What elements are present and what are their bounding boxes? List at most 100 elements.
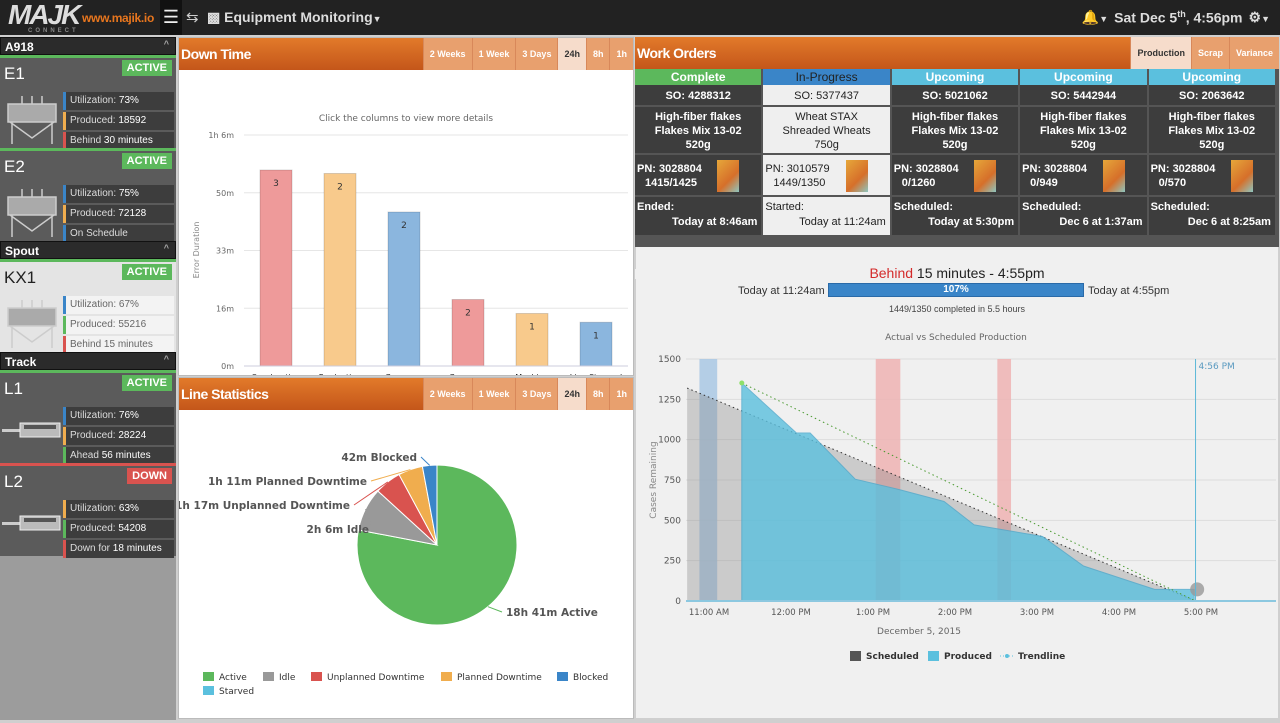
machine-card-e2[interactable]: E2 ACTIVE Utilization: 75% Produced: 72128 O…: [0, 148, 176, 243]
work-order-card[interactable]: In-Progress SO: 5377437 Wheat STAX Shreaded…: [763, 69, 892, 235]
bar-machine-cleaning[interactable]: [515, 313, 549, 367]
pie-label-connector: [353, 481, 389, 506]
production-panel: Behind 15 minutes - 4:55pm Today at 11:2…: [636, 247, 1278, 718]
gear-icon[interactable]: ⚙▼: [1248, 9, 1270, 25]
bell-icon[interactable]: 🔔▼: [1081, 9, 1109, 25]
x-tick-label[interactable]: Machine: [515, 373, 549, 382]
bar-overheating[interactable]: [259, 169, 293, 367]
bar-data-label: 1: [593, 331, 599, 341]
tab-1-week[interactable]: 1 Week: [471, 378, 516, 410]
produced-area: [741, 381, 1195, 602]
refresh-icon[interactable]: ⇆: [186, 9, 199, 26]
sidebar: A918 ^ E1 ACTIVE Utilization: 73% Produced: 1…: [0, 37, 176, 720]
chevron-up-icon[interactable]: ^: [163, 39, 169, 49]
scheduled-line: [686, 387, 1196, 602]
tab-2-weeks[interactable]: 2 Weeks: [422, 378, 472, 410]
machine-card-e1[interactable]: E1 ACTIVE Utilization: 73% Produced: 18592 B…: [0, 55, 176, 150]
work-order-card[interactable]: Upcoming SO: 5021062 High-fiber flakes Flak…: [891, 69, 1021, 235]
bar-chart-icon: ▩: [207, 9, 221, 25]
x-tick-label: 4:00 PM: [1102, 608, 1136, 618]
status-badge: ACTIVE: [121, 264, 172, 280]
group-header-a918[interactable]: A918 ^: [0, 37, 176, 55]
tab-8h[interactable]: 8h: [585, 38, 610, 70]
status-badge: DOWN: [127, 468, 172, 484]
legend-swatch: [311, 672, 322, 681]
chevron-up-icon[interactable]: ^: [163, 354, 169, 364]
legend-item-idle[interactable]: Idle: [263, 672, 296, 683]
x-tick-label: 1:00 PM: [856, 608, 890, 618]
tab-production[interactable]: Production: [1130, 37, 1191, 69]
bar-production-meeting[interactable]: [323, 173, 357, 367]
x-tick-label[interactable]: Production: [319, 373, 362, 382]
product-box-image: [1102, 160, 1125, 192]
tab-variance[interactable]: Variance: [1228, 37, 1279, 69]
chevron-up-icon[interactable]: ^: [163, 243, 169, 253]
x-tick-label[interactable]: Overheating: [251, 373, 301, 382]
event-band[interactable]: [699, 359, 718, 601]
work-order-card[interactable]: Upcoming SO: 5442944 High-fiber flakes Flak…: [1020, 69, 1149, 235]
tab-1h[interactable]: 1h: [609, 378, 633, 410]
tab-3-days[interactable]: 3 Days: [515, 378, 558, 410]
work-order-card[interactable]: Complete SO: 4288312 High-fiber flakes Flak…: [635, 69, 764, 235]
machine-image: [2, 90, 62, 146]
bar-conveyor-full[interactable]: [387, 211, 421, 367]
machine-card-l2[interactable]: L2 DOWN Utilization: 63% Produced: 54208 Dow…: [0, 463, 176, 558]
part-number: PN: 3010579 1449/1350: [763, 155, 890, 197]
tab-24h[interactable]: 24h: [557, 38, 586, 70]
legend-item-produced[interactable]: Produced: [928, 651, 992, 662]
work-order-date: Ended: Today at 8:46am: [635, 197, 762, 235]
machine-image: [2, 498, 62, 554]
group-header-spout[interactable]: Spout ^: [0, 241, 176, 259]
machine-card-l1[interactable]: L1 ACTIVE Utilization: 76% Produced: 28224 A…: [0, 370, 176, 465]
panel-header: Work Orders Production Scrap Variance: [635, 37, 1279, 69]
app-title: Equipment Monitoring: [224, 9, 373, 25]
work-order-list: Complete SO: 4288312 High-fiber flakes Flak…: [635, 69, 1277, 235]
work-order-status: In-Progress: [763, 69, 890, 85]
product-box-image: [1230, 160, 1253, 192]
legend-item-unplanned-downtime[interactable]: Unplanned Downtime: [311, 672, 425, 683]
tab-1h[interactable]: 1h: [609, 38, 633, 70]
legend-item-scheduled[interactable]: Scheduled: [850, 651, 919, 662]
tab-2-weeks[interactable]: 2 Weeks: [422, 38, 472, 70]
app-title-dropdown[interactable]: ▩ Equipment Monitoring▼: [207, 9, 382, 26]
group-header-track[interactable]: Track ^: [0, 352, 176, 370]
tab-1-week[interactable]: 1 Week: [471, 38, 516, 70]
x-tick-label[interactable]: Conveyor: [449, 373, 488, 382]
work-order-card[interactable]: Upcoming SO: 2063642 High-fiber flakes Flak…: [1148, 69, 1277, 235]
status-badge: ACTIVE: [121, 375, 172, 391]
legend-label: Active: [219, 673, 247, 683]
tab-24h[interactable]: 24h: [557, 378, 586, 410]
utilization-stat: Utilization: 67%: [63, 296, 174, 314]
tab-scrap[interactable]: Scrap: [1190, 37, 1229, 69]
y-tick-label: 250: [664, 557, 681, 567]
tab-3-days[interactable]: 3 Days: [515, 38, 558, 70]
machine-name: L1: [4, 379, 23, 398]
legend-item-trendline[interactable]: Trendline: [1000, 652, 1065, 662]
legend-item-active[interactable]: Active: [203, 672, 247, 683]
machine-card-kx1[interactable]: KX1 ACTIVE Utilization: 67% Produced: 55216…: [0, 259, 176, 354]
legend-label: Unplanned Downtime: [327, 673, 425, 683]
count: 1415/1425: [645, 177, 697, 189]
sales-order: SO: 5442944: [1020, 85, 1147, 107]
site-link[interactable]: www.majik.io: [82, 11, 154, 25]
y-tick-label: 0: [675, 597, 681, 607]
count: 1449/1350: [773, 177, 826, 189]
legend-item-starved[interactable]: Starved: [203, 686, 254, 697]
x-tick-label[interactable]: Conveyor: [385, 373, 424, 382]
menu-icon[interactable]: ☰: [160, 0, 182, 35]
legend-item-planned-downtime[interactable]: Planned Downtime: [441, 672, 542, 683]
produced-stat: Produced: 28224: [63, 427, 174, 445]
progress-bar: 107%: [828, 283, 1084, 297]
work-order-status: Complete: [635, 69, 762, 85]
product-description: Wheat STAX Shreaded Wheats 750g: [763, 107, 890, 155]
machine-image: [2, 405, 62, 461]
legend-item-blocked[interactable]: Blocked: [557, 672, 608, 683]
machine-stats: Utilization: 75% Produced: 72128 On Schedu…: [63, 185, 174, 245]
tab-8h[interactable]: 8h: [585, 378, 610, 410]
caret-down-icon: ▼: [1261, 14, 1270, 24]
bar-line-stopped[interactable]: [579, 321, 613, 367]
majk-logo[interactable]: MAJK CONNECT: [8, 1, 81, 35]
product-box-image: [974, 160, 997, 192]
x-tick-label[interactable]: Line Stopped: [570, 373, 622, 382]
trendline-point: [739, 380, 745, 386]
